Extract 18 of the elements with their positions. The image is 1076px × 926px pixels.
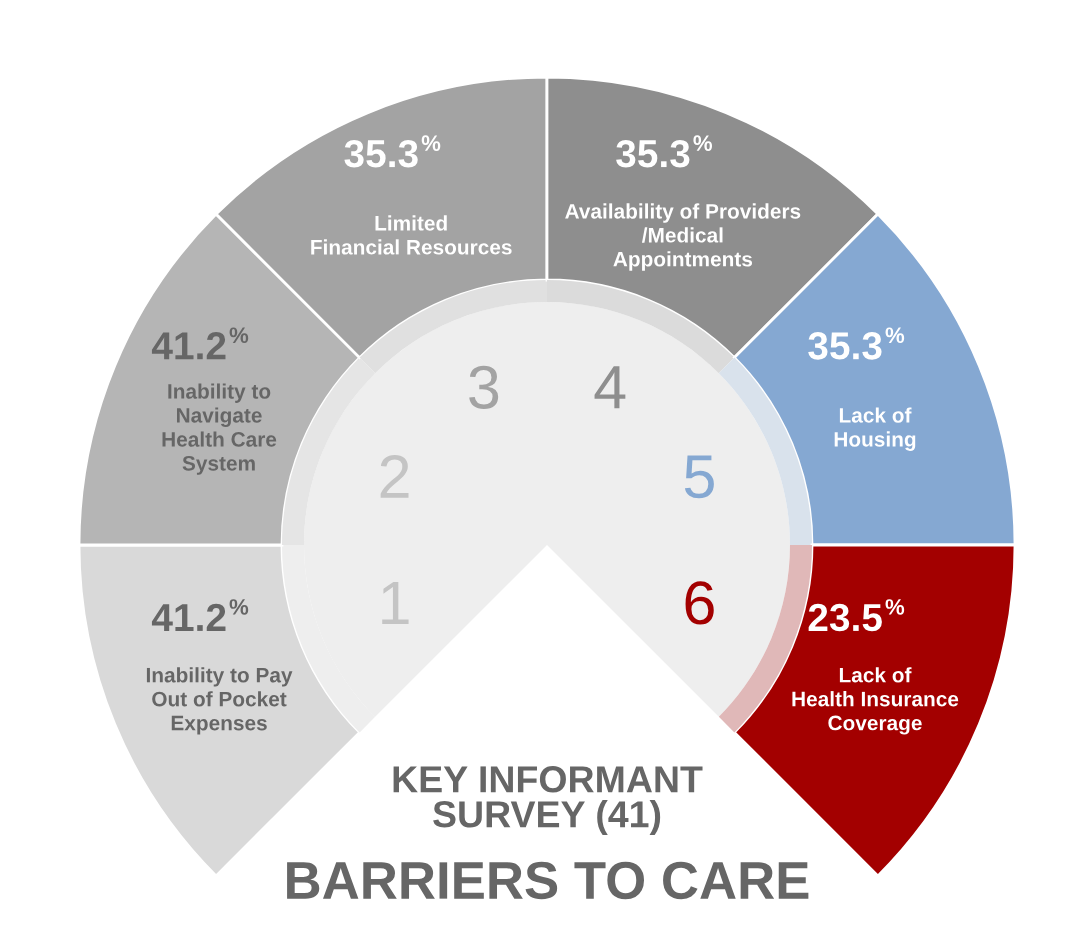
data-label: 41.2%	[151, 327, 249, 360]
category-label: Lack of Health Insurance Coverage	[792, 667, 959, 735]
text: 5	[684, 455, 714, 499]
text: 4	[594, 366, 626, 409]
text: 6	[685, 581, 714, 625]
data-label: 35.3%	[344, 135, 441, 168]
category-label: Inability to Navigate Health Care System	[162, 383, 277, 475]
category-label: Limited Financial Resources	[311, 215, 512, 255]
text: 3	[469, 365, 499, 409]
text: KEY INFORMANT SURVEY (41)	[393, 766, 703, 835]
category-label: Inability to Pay Out of Pocket Expenses	[146, 667, 293, 735]
data-label: 35.3%	[808, 327, 905, 360]
category-label: Lack of Housing	[834, 407, 916, 451]
text: BARRIERS TO CARE	[287, 861, 809, 900]
data-label: 23.5%	[808, 599, 905, 632]
data-label: 35.3%	[616, 135, 713, 168]
data-label: 41.2%	[151, 599, 249, 631]
category-label: Availability of Providers /Medical Appointments	[565, 203, 801, 271]
